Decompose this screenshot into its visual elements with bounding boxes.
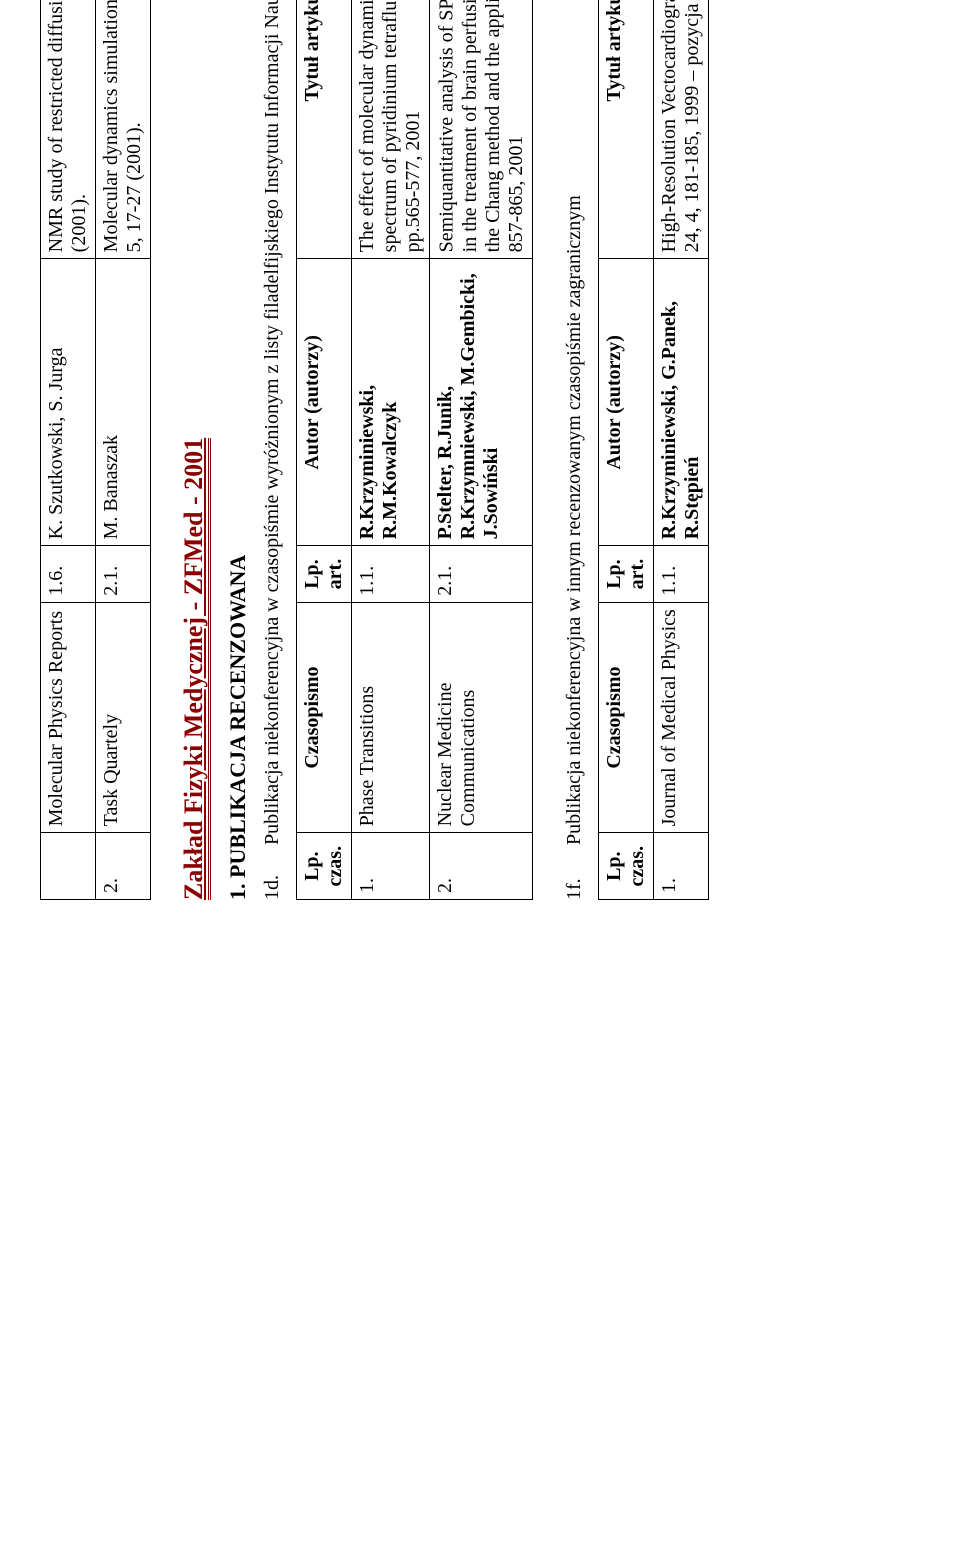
cell-lpart: 1.1. [352, 546, 430, 602]
cell-lpczas: 1. [653, 833, 708, 900]
cell-lpczas: 2. [430, 833, 533, 900]
table-row: 2. Task Quartely 2.1. M. Banaszak Molecu… [96, 0, 151, 900]
cell-tytul: NMR study of restricted diffusion in lyo… [41, 0, 96, 259]
cell-autor: R.Krzyminiewski, G.Panek, R.Stępień [653, 259, 708, 546]
table-row: 1. Journal of Medical Physics 1.1. R.Krz… [653, 0, 708, 900]
th-autor: Autor (autorzy) [297, 259, 352, 546]
cell-tytul: The effect of molecular dynamics on basi… [352, 0, 430, 259]
cell-lpczas: 1. [352, 833, 430, 900]
cell-tytul: Semiquantitative analysis of SPECT image… [430, 0, 533, 259]
table-row: 1. Phase Transitions 1.1. R.Krzyminiewsk… [352, 0, 430, 900]
subsection-1f-label: 1f. Publikacja niekonferencyjna w innym … [563, 0, 586, 900]
th-czasopismo: Czasopismo [297, 602, 352, 833]
th-tytul: Tytuł artykułu, tom, str., rok, [297, 0, 352, 259]
cell-czasopismo: Task Quartely [96, 602, 151, 833]
subsection-1d-label: 1d. Publikacja niekonferencyjna w czasop… [261, 0, 284, 900]
cell-lpart: 2.1. [430, 546, 533, 602]
top-continuation-table: Molecular Physics Reports 1.6. K. Szutko… [40, 0, 151, 900]
cell-czasopismo: Phase Transitions [352, 602, 430, 833]
cell-autor: P.Stelter, R.Junik, R.Krzymniewski, M.Ge… [430, 259, 533, 546]
table-row: Molecular Physics Reports 1.6. K. Szutko… [41, 0, 96, 900]
cell-lpart: 1.1. [653, 546, 708, 602]
th-lpart: Lp. art. [598, 546, 653, 602]
section-1-heading: 1. PUBLIKACJA RECENZOWANA [225, 0, 251, 900]
cell-autor: R.Krzyminiewski, R.M.Kowalczyk [352, 259, 430, 546]
table-1d: Lp. czas. Czasopismo Lp. art. Autor (aut… [296, 0, 533, 900]
cell-czasopismo: Molecular Physics Reports [41, 602, 96, 833]
table-row: 2. Nuclear Medicine Communications 2.1. … [430, 0, 533, 900]
th-lpczas: Lp. czas. [297, 833, 352, 900]
th-czasopismo: Czasopismo [598, 602, 653, 833]
th-tytul: Tytuł artykułu, tom, str., rok, [598, 0, 653, 259]
th-lpczas: Lp. czas. [598, 833, 653, 900]
table-header-row: Lp. czas. Czasopismo Lp. art. Autor (aut… [297, 0, 352, 900]
th-autor: Autor (autorzy) [598, 259, 653, 546]
cell-lpczas [41, 833, 96, 900]
cell-czasopismo: Nuclear Medicine Communications [430, 602, 533, 833]
table-1f: Lp. czas. Czasopismo Lp. art. Autor (aut… [598, 0, 709, 900]
cell-autor: K. Szutkowski, S. Jurga [41, 259, 96, 546]
cell-lpart: 1.6. [41, 546, 96, 602]
cell-czasopismo: Journal of Medical Physics [653, 602, 708, 833]
cell-autor: M. Banaszak [96, 259, 151, 546]
department-heading: Zakład Fizyki Medycznej - ZFMed - 2001 [179, 0, 209, 900]
cell-lpczas: 2. [96, 833, 151, 900]
th-lpart: Lp. art. [297, 546, 352, 602]
cell-tytul: High-Resolution Vectocardiogram 24, 4, 1… [653, 0, 708, 259]
cell-lpart: 2.1. [96, 546, 151, 602]
cell-tytul: Molecular dynamics simulation of copolym… [96, 0, 151, 259]
table-header-row: Lp. czas. Czasopismo Lp. art. Autor (aut… [598, 0, 653, 900]
